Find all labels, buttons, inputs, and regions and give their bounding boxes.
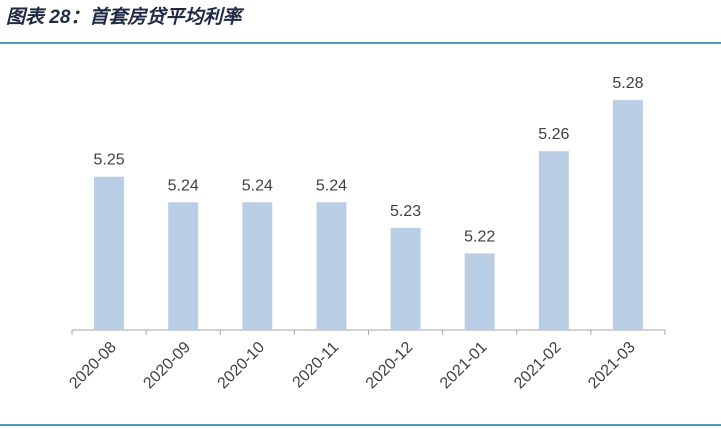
bar bbox=[464, 253, 495, 330]
bar bbox=[612, 100, 643, 330]
value-label: 5.22 bbox=[464, 228, 495, 245]
x-tick-label: 2020-08 bbox=[66, 339, 120, 393]
x-tick-label: 2020-12 bbox=[363, 339, 417, 393]
chart-title: 图表 28：首套房贷平均利率 bbox=[6, 6, 244, 28]
bar bbox=[242, 202, 273, 330]
bar bbox=[316, 202, 347, 330]
value-label: 5.25 bbox=[93, 152, 124, 169]
value-label: 5.28 bbox=[612, 75, 643, 92]
value-label: 5.26 bbox=[538, 126, 569, 143]
value-label: 5.24 bbox=[242, 177, 273, 194]
bar bbox=[390, 227, 421, 330]
bar bbox=[94, 176, 125, 330]
value-label: 5.23 bbox=[390, 203, 421, 220]
x-tick-label: 2021-01 bbox=[437, 339, 491, 393]
x-tick-label: 2020-11 bbox=[290, 339, 343, 392]
value-label: 5.24 bbox=[168, 177, 199, 194]
x-tick-label: 2020-09 bbox=[140, 339, 194, 393]
value-label: 5.24 bbox=[316, 177, 347, 194]
x-tick-label: 2021-03 bbox=[585, 339, 639, 393]
x-tick-label: 2020-10 bbox=[215, 339, 269, 393]
bar bbox=[538, 151, 569, 330]
x-tick-label: 2021-02 bbox=[511, 339, 565, 393]
bar bbox=[168, 202, 199, 330]
